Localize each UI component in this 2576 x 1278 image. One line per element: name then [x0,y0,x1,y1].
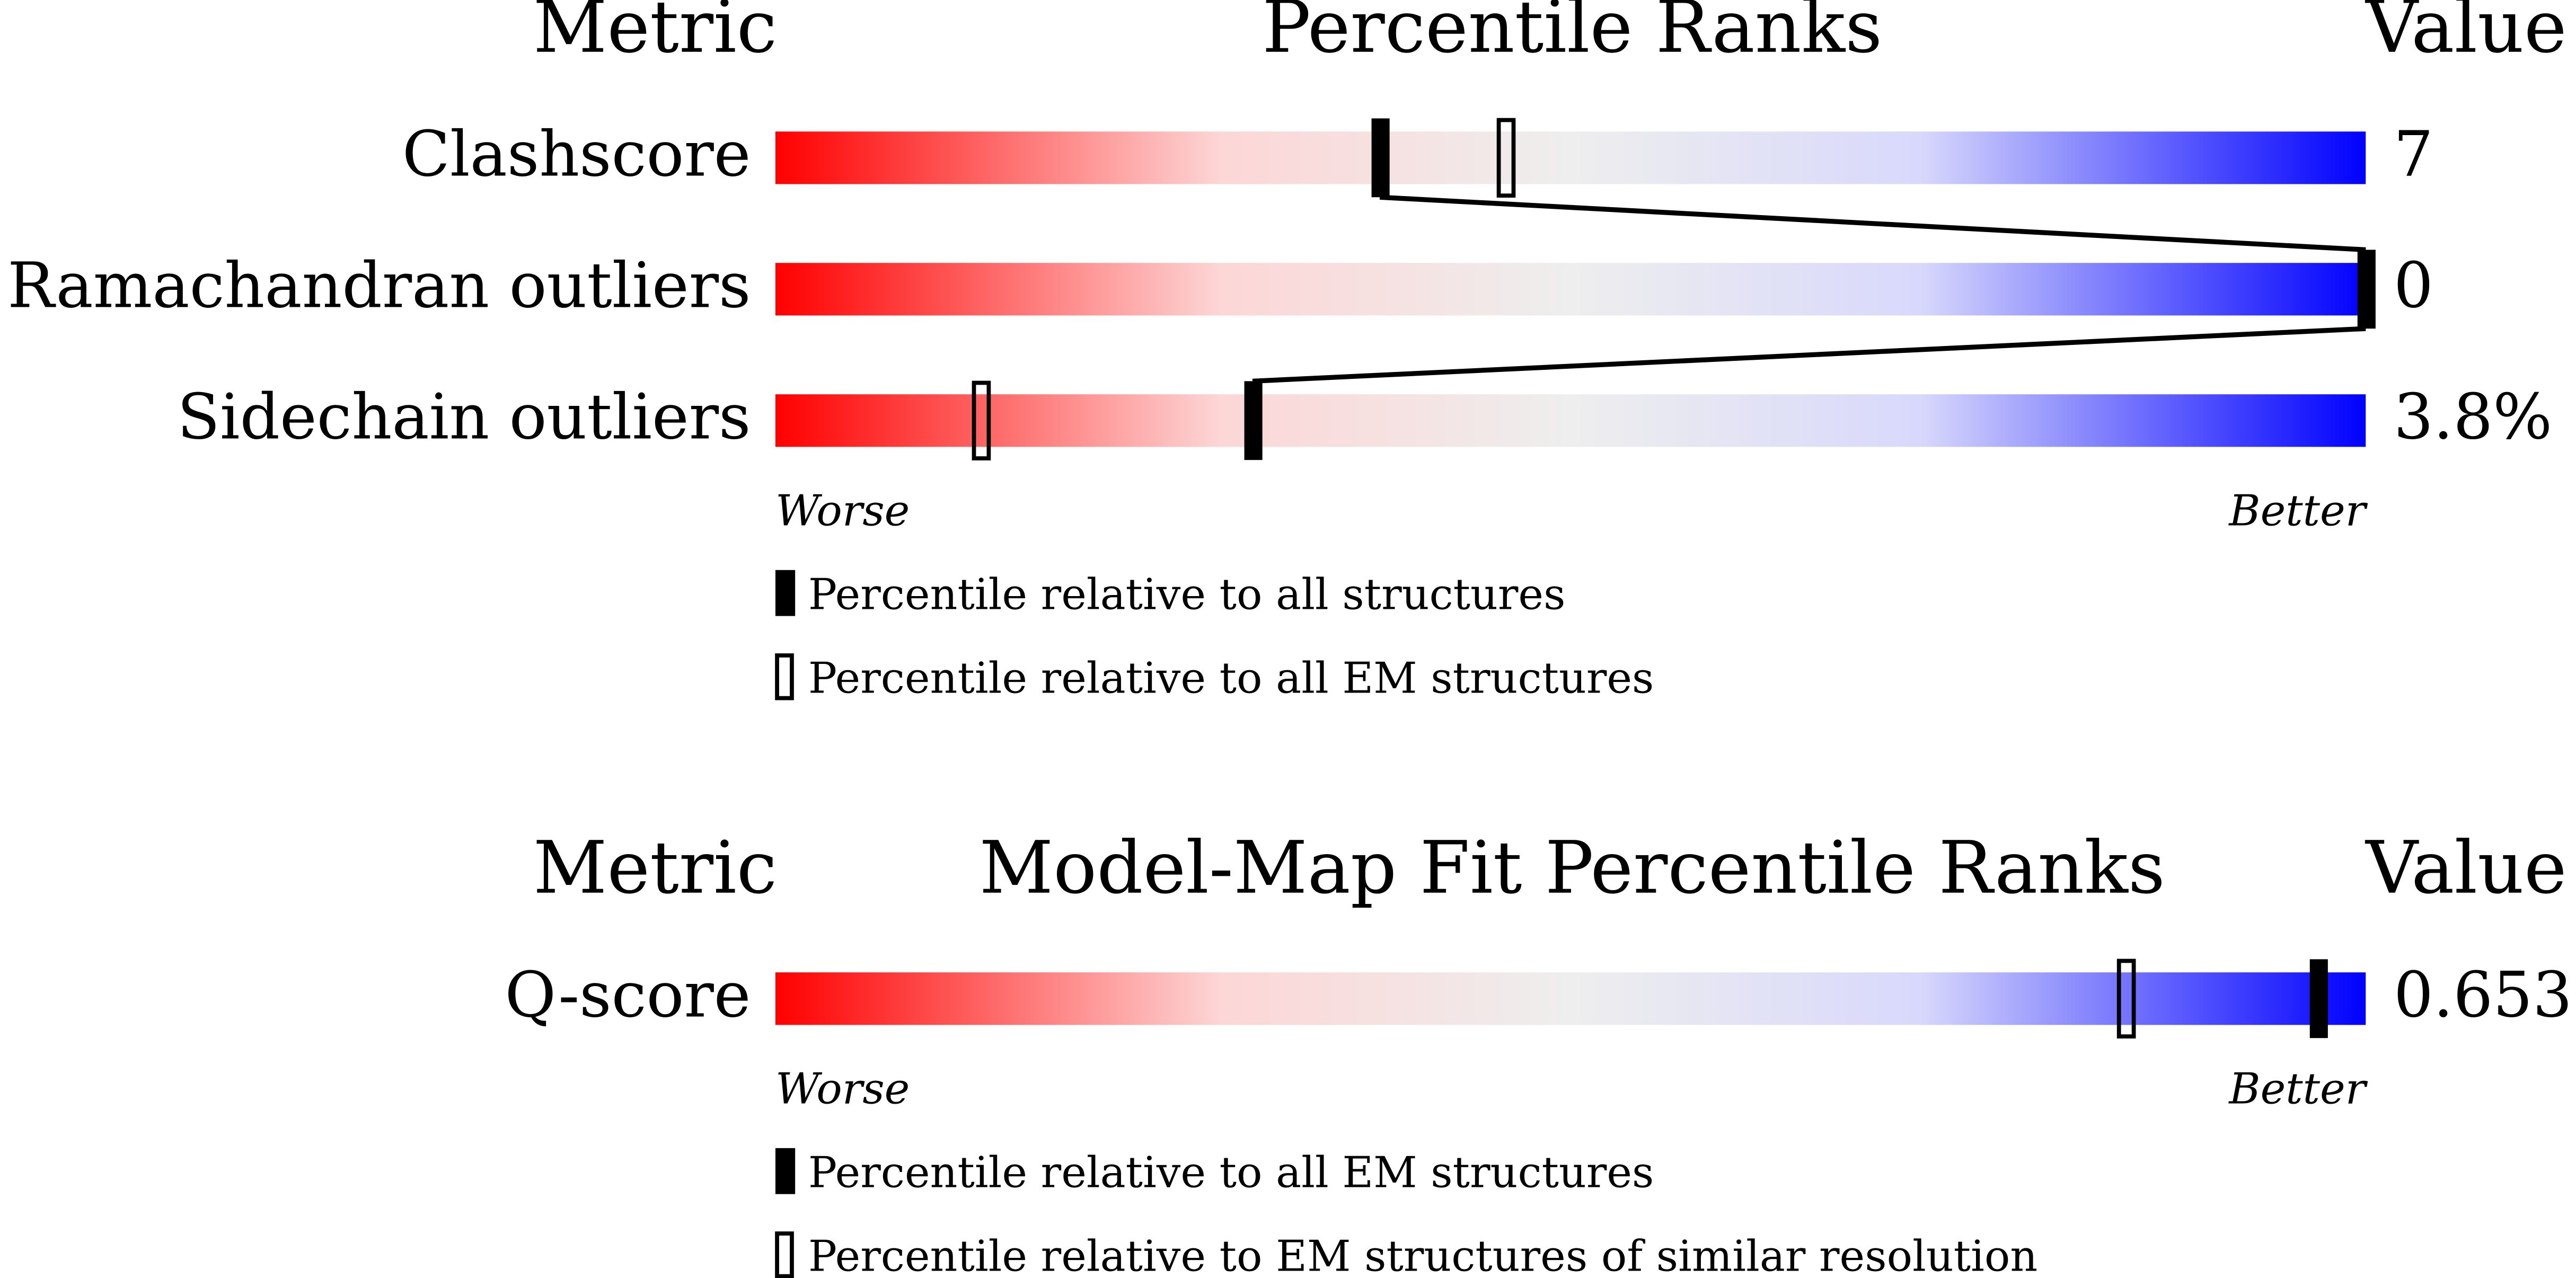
metric-label: Q-score [505,958,751,1031]
legend-open-label: Percentile relative to all EM structures [808,654,1654,704]
metric-value: 7 [2394,118,2433,191]
slider-bar [775,394,2366,447]
metric-label: Sidechain outliers [177,380,751,453]
section-title: Percentile Ranks [1262,0,1882,69]
legend-filled-label: Percentile relative to all EM structures [808,1148,1654,1198]
em-percentile-marker [1496,118,1516,198]
em-percentile-marker [972,380,991,460]
legend-open-swatch [775,1231,794,1278]
metric-value: 0 [2394,249,2433,322]
slider-bar [775,972,2366,1025]
slider-bar [775,131,2366,184]
metric-label: Clashscore [402,118,751,191]
legend-open-swatch [775,653,794,700]
connector-line [1252,326,2366,384]
all-percentile-marker [1244,381,1263,460]
metric-header: Metric [533,826,777,910]
legend-filled-swatch [775,1148,796,1194]
metric-header: Metric [533,0,777,69]
better-label: Better [2228,486,2368,536]
value-header: Value [2365,826,2566,910]
legend-open-label: Percentile relative to EM structures of … [808,1232,2037,1278]
connector-line [1379,194,2366,253]
better-label: Better [2228,1064,2368,1114]
metric-value: 3.8% [2394,380,2552,453]
worse-label: Worse [775,486,910,536]
slider-bar [775,263,2366,316]
value-header: Value [2365,0,2566,69]
all-percentile-marker [2309,959,2328,1039]
section-title: Model-Map Fit Percentile Ranks [980,826,2165,910]
all-percentile-marker [2357,250,2376,329]
legend-filled-swatch [775,570,796,616]
em-percentile-marker [2116,958,2136,1039]
metric-value: 0.653 [2394,958,2572,1031]
all-percentile-marker [1371,118,1390,198]
worse-label: Worse [775,1064,910,1114]
metric-label: Ramachandran outliers [7,249,751,322]
legend-filled-label: Percentile relative to all structures [808,570,1566,620]
